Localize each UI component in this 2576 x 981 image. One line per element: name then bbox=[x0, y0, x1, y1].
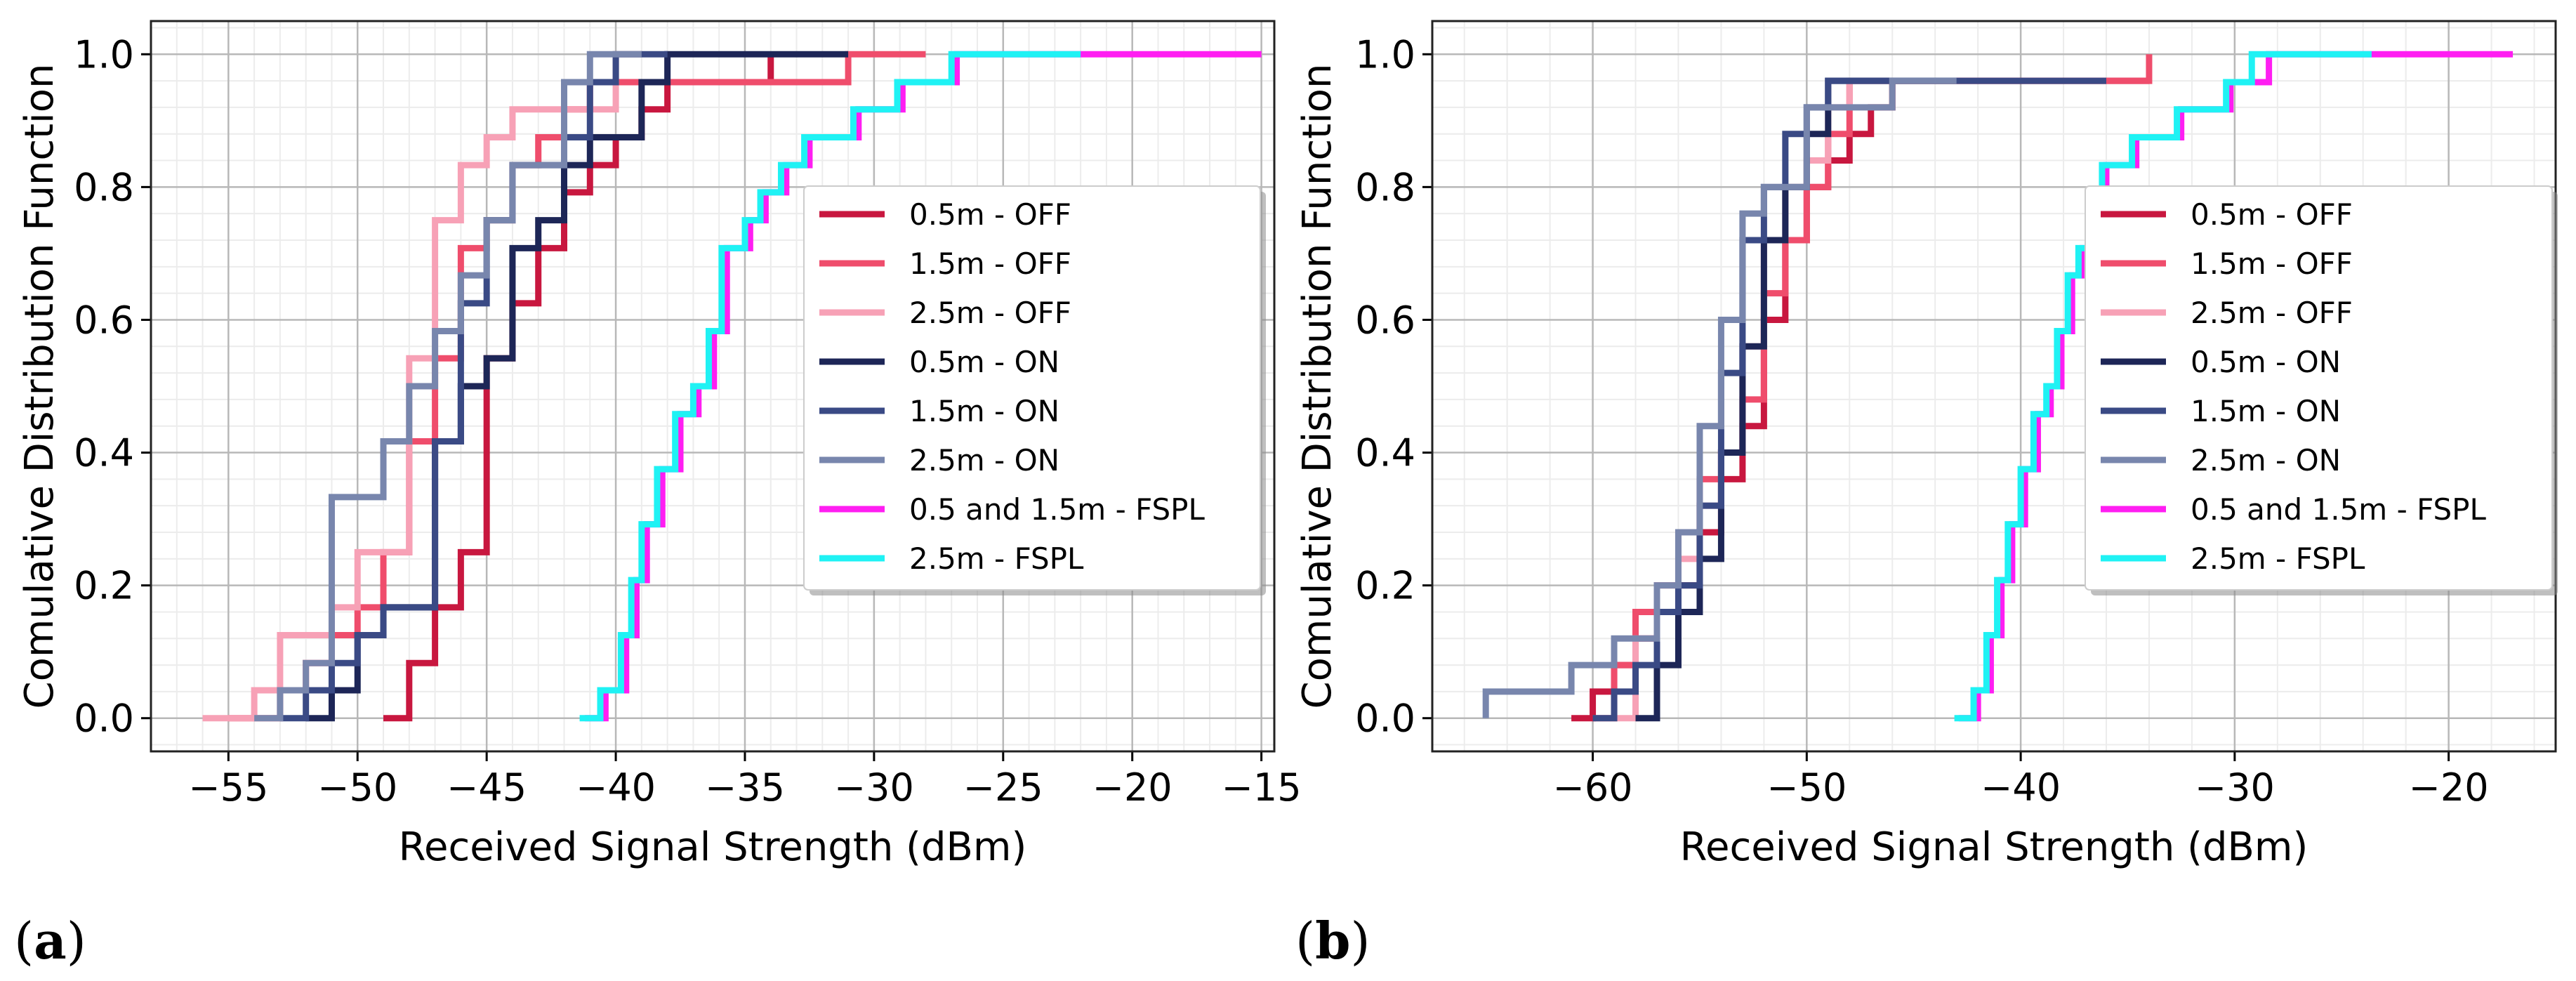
x-tick-label: −35 bbox=[705, 765, 785, 810]
series-line-6 bbox=[584, 51, 1262, 722]
y-tick-label: 0.4 bbox=[1355, 431, 1415, 475]
legend-label-0: 0.5m - OFF bbox=[909, 197, 1071, 232]
y-tick-label: 0.8 bbox=[74, 165, 134, 209]
panel-label: (a) bbox=[14, 911, 86, 970]
y-axis-label: Comulative Distribution Function bbox=[17, 64, 62, 709]
x-tick-label: −45 bbox=[447, 765, 527, 810]
series-line-7 bbox=[1954, 51, 2372, 722]
legend-label-0: 0.5m - OFF bbox=[2191, 197, 2353, 232]
legend-box bbox=[803, 185, 1261, 591]
y-tick-label: 0.6 bbox=[74, 298, 134, 342]
chart-panel-a: −55 −50 −45 −40 −35 −30 −25 −20 −15 0.0 0.2 0.4 0.6 0… bbox=[14, 20, 1302, 970]
y-tick-label: 0.0 bbox=[74, 697, 134, 741]
x-axis-label: Received Signal Strength (dBm) bbox=[1680, 824, 2309, 870]
panel-label-part: ( bbox=[14, 911, 34, 970]
x-tick-label: −30 bbox=[2195, 765, 2275, 810]
x-tick-label: −60 bbox=[1553, 765, 1633, 810]
y-tick-label: 0.8 bbox=[1355, 165, 1415, 209]
legend-label-1: 1.5m - OFF bbox=[2191, 246, 2353, 281]
x-tick-label: −40 bbox=[576, 765, 656, 810]
legend: 0.5m - OFF 1.5m - OFF 2.5m - OFF 0.5m - ON 1… bbox=[803, 185, 1266, 595]
legend-label-2: 2.5m - OFF bbox=[2191, 296, 2353, 330]
legend-label-7: 2.5m - FSPL bbox=[2191, 541, 2365, 576]
y-tick-label: 0.0 bbox=[1355, 697, 1415, 741]
panel-label-part: ( bbox=[1295, 911, 1315, 970]
legend-box bbox=[2085, 185, 2553, 591]
y-tick-label: 0.2 bbox=[1355, 564, 1415, 608]
legend-label-3: 0.5m - ON bbox=[2191, 345, 2341, 379]
y-tick-label: 0.2 bbox=[74, 564, 134, 608]
legend-label-2: 2.5m - OFF bbox=[909, 296, 1071, 330]
x-tick-label: −50 bbox=[317, 765, 397, 810]
legend-label-3: 0.5m - ON bbox=[909, 345, 1059, 379]
series-line-4 bbox=[279, 51, 668, 722]
series-line-5 bbox=[1482, 77, 1957, 718]
y-tick-label: 1.0 bbox=[74, 32, 134, 77]
y-tick-label: 0.6 bbox=[1355, 298, 1415, 342]
panel-label-part: b bbox=[1315, 911, 1350, 970]
chart-panel-b: −60 −50 −40 −30 −20 0.0 0.2 0.4 0.6 0.8 1.0 Receive… bbox=[1295, 20, 2558, 970]
panel-label-part: a bbox=[34, 911, 67, 970]
legend-label-5: 2.5m - ON bbox=[2191, 443, 2341, 478]
legend-label-1: 1.5m - OFF bbox=[909, 246, 1071, 281]
legend-label-4: 1.5m - ON bbox=[2191, 394, 2341, 428]
series-line-2 bbox=[202, 51, 642, 722]
x-tick-label: −30 bbox=[834, 765, 914, 810]
y-tick-label: 1.0 bbox=[1355, 32, 1415, 77]
legend: 0.5m - OFF 1.5m - OFF 2.5m - OFF 0.5m - ON 1… bbox=[2085, 185, 2558, 595]
series-line-5 bbox=[254, 51, 642, 722]
y-tick-label: 0.4 bbox=[74, 431, 134, 475]
legend-label-5: 2.5m - ON bbox=[909, 443, 1059, 478]
x-tick-label: −15 bbox=[1222, 765, 1302, 810]
legend-label-6: 0.5 and 1.5m - FSPL bbox=[909, 492, 1205, 527]
panel-label: (b) bbox=[1295, 911, 1370, 970]
x-axis-label: Received Signal Strength (dBm) bbox=[399, 824, 1027, 870]
panel-label-part: ) bbox=[1350, 911, 1370, 970]
x-tick-label: −20 bbox=[2409, 765, 2489, 810]
axes-frame bbox=[150, 20, 1276, 753]
x-tick-label: −25 bbox=[963, 765, 1043, 810]
x-tick-label: −50 bbox=[1766, 765, 1847, 810]
series-line-7 bbox=[579, 51, 1081, 722]
legend-label-7: 2.5m - FSPL bbox=[909, 541, 1084, 576]
x-tick-label: −20 bbox=[1092, 765, 1173, 810]
legend-label-4: 1.5m - ON bbox=[909, 394, 1059, 428]
x-tick-label: −55 bbox=[188, 765, 268, 810]
legend-label-6: 0.5 and 1.5m - FSPL bbox=[2191, 492, 2486, 527]
x-tick-label: −40 bbox=[1981, 765, 2061, 810]
panel-label-part: ) bbox=[67, 911, 86, 970]
y-axis-label: Comulative Distribution Function bbox=[1295, 64, 1340, 709]
